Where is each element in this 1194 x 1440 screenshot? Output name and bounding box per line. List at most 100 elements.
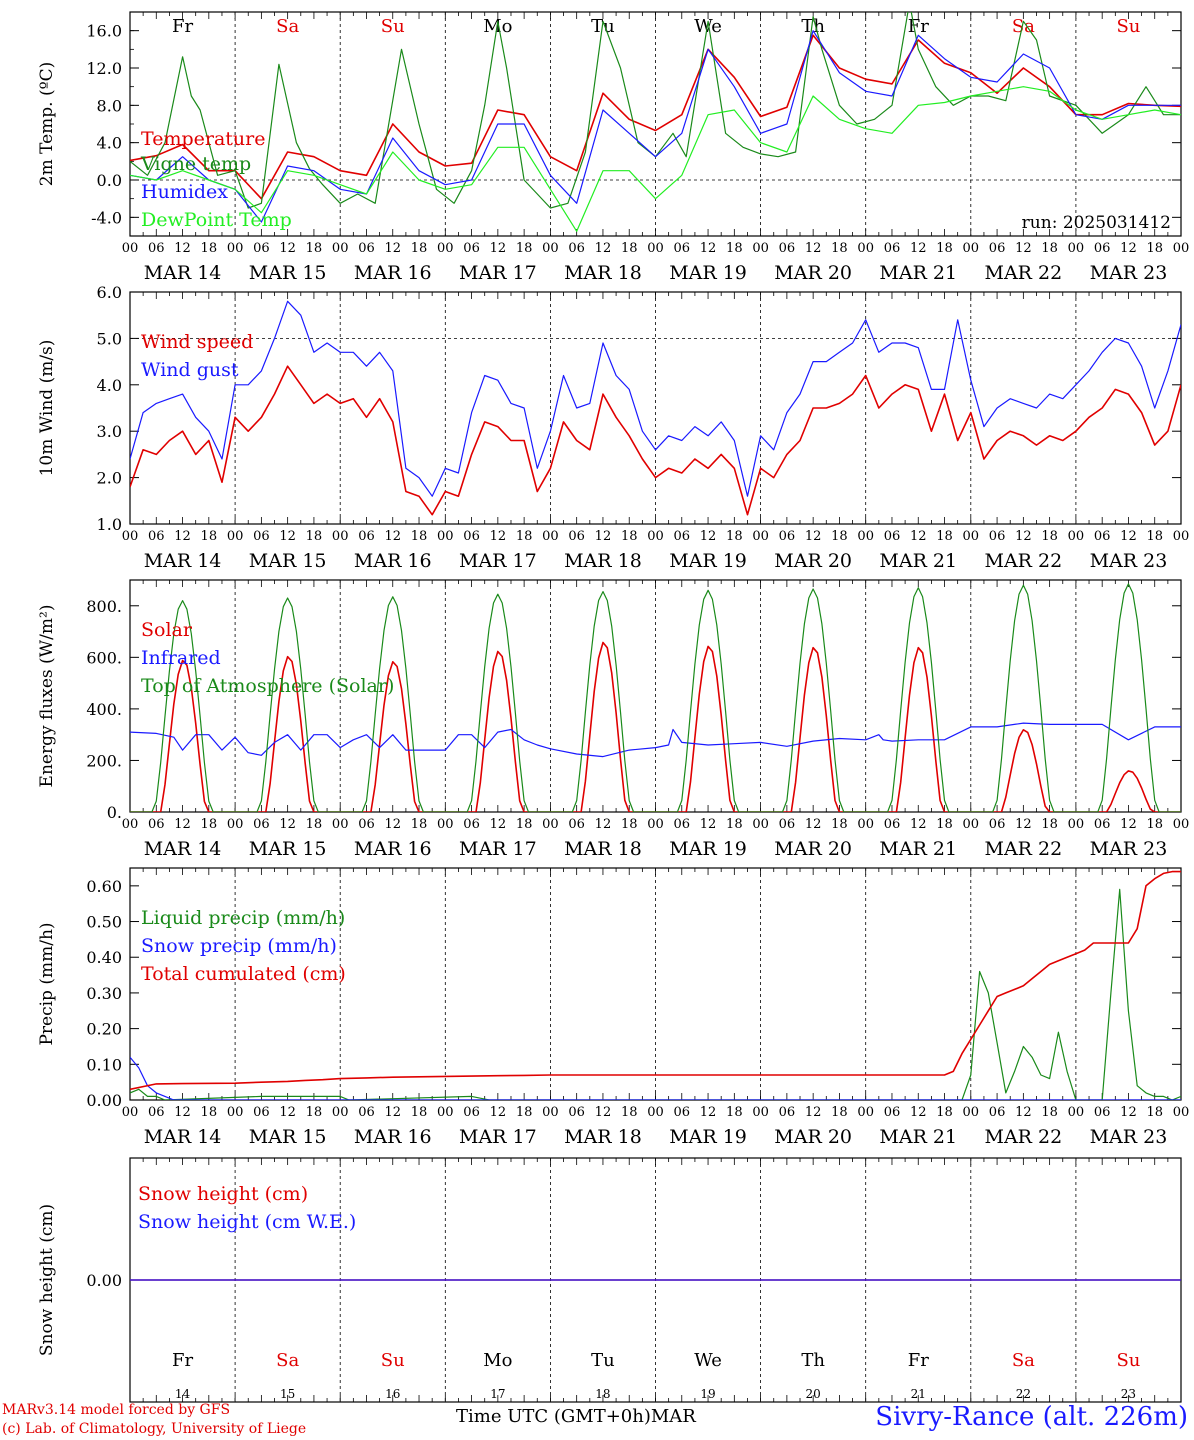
series-line-infrared [130,722,1181,758]
day-of-week-label: Sa [276,16,299,37]
hour-tick-label: 06 [568,1105,585,1120]
day-number-label: 16 [385,1387,400,1401]
y-tick-label: 0.10 [86,1055,122,1074]
hour-tick-label: 06 [884,241,901,256]
hour-tick-label: 12 [1120,241,1137,256]
hour-tick-label: 12 [805,241,822,256]
day-number-label: 21 [911,1387,926,1401]
date-label: MAR 19 [669,262,747,284]
legend-entry: Solar [141,619,193,641]
hour-tick-label: 12 [595,241,612,256]
y-tick-label: 0.60 [86,877,122,896]
legend-entry: Liquid precip (mm/h) [141,907,345,929]
series-line-vigne-temp [130,12,1181,209]
hour-tick-label: 06 [148,529,165,544]
hour-tick-label: 00 [122,529,139,544]
hour-tick-label: 06 [568,241,585,256]
day-of-week-label: Su [1116,16,1140,37]
hour-tick-label: 18 [621,817,638,832]
date-label: MAR 19 [669,838,747,860]
hour-tick-label: 06 [779,817,796,832]
hour-tick-label: 06 [568,817,585,832]
hour-tick-label: 06 [358,241,375,256]
hour-tick-label: 12 [1120,1105,1137,1120]
hour-tick-label: 00 [963,241,980,256]
legend-entry: Snow height (cm W.E.) [138,1211,356,1233]
hour-tick-label: 06 [253,241,270,256]
hour-tick-label: 18 [201,1105,218,1120]
chart-panel-4: 0.00 0.10 0.20 0.30 0.40 0.50 0.60 Precip (mm/h… [37,867,1189,1148]
hour-tick-label: 06 [148,241,165,256]
hour-tick-label: 12 [1015,529,1032,544]
hour-tick-label: 00 [1068,1105,1085,1120]
series-group [130,12,1181,232]
day-of-week-label: Tu [591,1350,615,1371]
hour-tick-label: 12 [1120,529,1137,544]
hour-tick-label: 06 [253,1105,270,1120]
date-label: MAR 16 [354,838,432,860]
hour-tick-label: 06 [989,1105,1006,1120]
hour-tick-label: 12 [490,1105,507,1120]
hour-tick-label: 00 [1173,529,1190,544]
hour-tick-label: 06 [779,1105,796,1120]
date-label: MAR 19 [669,1126,747,1148]
date-label: MAR 15 [249,838,327,860]
hour-tick-label: 06 [674,529,691,544]
y-axis-label: Precip (mm/h) [37,922,57,1045]
series-line-wind-gust [130,300,1181,497]
hour-tick-label: 18 [516,241,533,256]
hour-tick-label: 12 [279,1105,296,1120]
hour-tick-label: 00 [1173,817,1190,832]
hour-tick-label: 18 [621,241,638,256]
hour-tick-label: 18 [621,1105,638,1120]
hour-tick-label: 12 [279,241,296,256]
hour-tick-label: 12 [805,817,822,832]
hour-tick-label: 18 [411,241,428,256]
day-of-week-label: Su [381,16,405,37]
hour-tick-label: 18 [1146,817,1163,832]
hour-tick-label: 00 [752,817,769,832]
hour-tick-label: 12 [490,241,507,256]
lab-credit: (c) Lab. of Climatology, University of L… [2,1421,307,1437]
legend-entry: Snow height (cm) [138,1183,308,1205]
date-label: MAR 18 [564,838,642,860]
hour-tick-label: 06 [358,1105,375,1120]
date-label: MAR 23 [1090,838,1168,860]
y-tick-label: 5.0 [97,329,122,348]
y-axis-label: 2m Temp. (ºC) [37,62,57,187]
hour-tick-label: 18 [726,529,743,544]
series-group [130,300,1181,516]
hour-tick-label: 18 [831,1105,848,1120]
hour-tick-label: 06 [989,817,1006,832]
hour-tick-label: 06 [463,529,480,544]
hour-tick-label: 12 [384,817,401,832]
day-of-week-label: Mo [483,1350,512,1371]
date-label: MAR 16 [354,262,432,284]
hour-tick-label: 06 [884,1105,901,1120]
hour-tick-label: 06 [358,529,375,544]
date-label: MAR 19 [669,550,747,572]
hour-tick-label: 18 [411,529,428,544]
hour-tick-label: 06 [463,1105,480,1120]
date-label: MAR 23 [1090,550,1168,572]
hour-tick-label: 00 [647,1105,664,1120]
y-tick-label: 1.0 [97,515,122,534]
hour-tick-label: 18 [726,817,743,832]
hour-tick-label: 00 [542,241,559,256]
hour-tick-label: 18 [1041,241,1058,256]
date-label: MAR 20 [774,262,852,284]
chart-panel-1: -4.0 0.0 4.0 8.0 12.0 16.0 2m Temp. (ºC) Fr Sa Su… [37,11,1189,284]
hour-tick-label: 12 [174,241,191,256]
day-of-week-label: Fr [172,16,193,37]
date-label: MAR 14 [144,1126,222,1148]
hour-tick-label: 12 [1015,241,1032,256]
hour-tick-label: 18 [201,241,218,256]
hour-tick-label: 18 [306,1105,323,1120]
hour-tick-label: 12 [384,529,401,544]
hour-tick-label: 12 [805,529,822,544]
hour-tick-label: 00 [437,817,454,832]
y-tick-label: 12.0 [86,59,122,78]
date-label: MAR 17 [459,1126,537,1148]
date-label: MAR 14 [144,262,222,284]
y-axis-label: Snow height (cm) [37,1204,57,1356]
